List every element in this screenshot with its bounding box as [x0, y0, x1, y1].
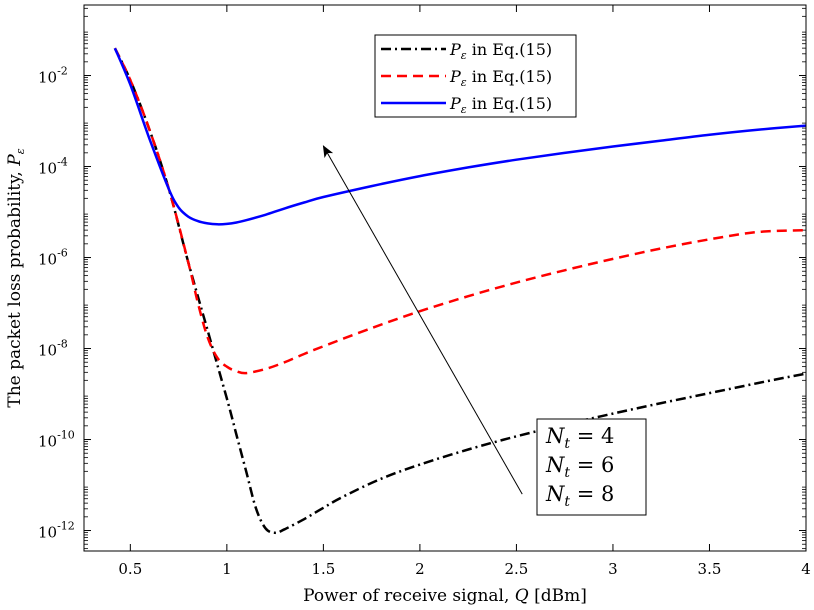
x-tick-label: 0.5 — [118, 560, 142, 578]
series-line-solid — [113, 47, 807, 226]
annotation: Nt = 4Nt = 6Nt = 8 — [322, 145, 647, 516]
annotation-arrow — [322, 145, 523, 495]
x-tick-label: 2.5 — [504, 560, 528, 578]
x-tick-label: 4 — [801, 560, 811, 578]
annotation-label: Nt = 8 — [545, 482, 614, 510]
legend: Pε in Eq.(15) Pε in Eq.(15) Pε in Eq.(15) — [374, 34, 577, 118]
legend-label: Pε in Eq.(15) — [449, 67, 552, 89]
legend-label: Pε in Eq.(15) — [449, 40, 552, 62]
annotation-label: Nt = 6 — [545, 453, 614, 481]
ticks: 0.5 1 1.5 2 2.5 3 3.5 4 10-2 10-4 10-6 10-8 10-10 10-… — [38, 5, 811, 578]
y-tick-label: 10-8 — [38, 338, 68, 360]
y-tick-label: 10-10 — [38, 429, 75, 451]
x-tick-label: 3 — [608, 560, 618, 578]
series-lines — [113, 47, 807, 535]
series-line-dashed — [113, 47, 807, 375]
x-axis-title: Power of receive signal, Q [dBm] — [303, 586, 587, 606]
x-tick-label: 2 — [415, 560, 425, 578]
annotation-box — [536, 418, 647, 516]
y-tick-label: 10-2 — [38, 65, 68, 87]
y-tick-label: 10-4 — [38, 156, 68, 178]
y-axis-title: The packet loss probability, Pε — [5, 148, 27, 407]
x-tick-label: 1 — [222, 560, 232, 578]
x-tick-label: 1.5 — [311, 560, 335, 578]
annotation-label: Nt = 4 — [545, 424, 614, 452]
x-tick-label: 3.5 — [698, 560, 722, 578]
y-tick-label: 10-6 — [38, 247, 68, 269]
legend-label: Pε in Eq.(15) — [449, 94, 552, 116]
plot-frame — [83, 4, 807, 552]
y-tick-label: 10-12 — [38, 520, 75, 542]
